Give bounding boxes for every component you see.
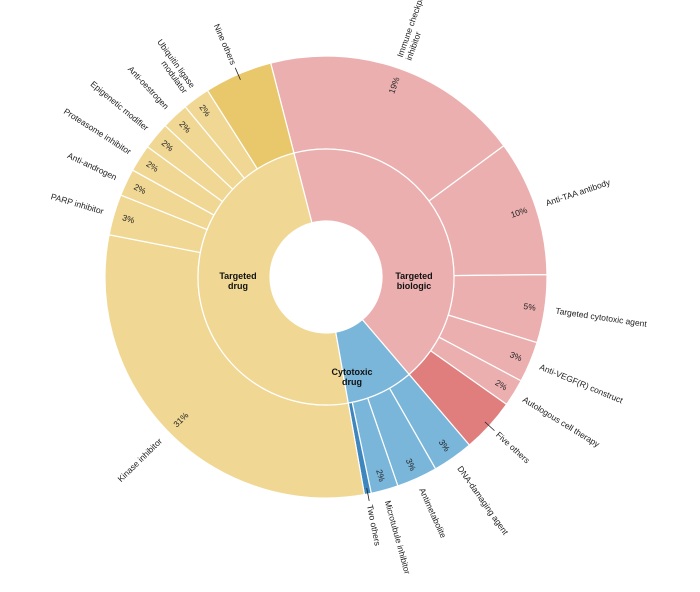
label-microtubule-inhibitor: Microtubule inhibitor xyxy=(383,499,413,575)
pct-anti-vegf-r-construct: 3% xyxy=(508,349,524,363)
category-label-targeted-drug: Targeted drug xyxy=(219,271,256,291)
category-cytotoxic-drug xyxy=(335,318,410,404)
leader-lines xyxy=(234,67,495,501)
pct-antimetabolite: 3% xyxy=(404,457,418,473)
inner-ring xyxy=(197,148,455,406)
label-antimetabolite: Antimetabolite xyxy=(417,486,448,539)
leader-two-others xyxy=(366,488,370,501)
label-anti-vegf-r-construct: Anti-VEGF(R) construct xyxy=(538,362,625,406)
category-targeted-drug xyxy=(197,152,349,406)
leader-five-others xyxy=(484,421,495,431)
pct-parp-inhibitor: 3% xyxy=(121,212,136,225)
label-dna-damaging-agent: DNA-damaging agent xyxy=(455,464,511,537)
label-anti-androgen: Anti-androgen xyxy=(66,150,119,182)
label-immune-checkpoint-inhibitor: Immune checkpointinhibitor xyxy=(395,0,438,62)
label-two-others: Two others xyxy=(365,504,383,547)
label-parp-inhibitor: PARP inhibitor xyxy=(50,191,105,216)
label-five-others: Five others xyxy=(494,430,532,466)
leader-nine-others xyxy=(234,67,241,80)
category-targeted-biologic xyxy=(293,148,455,376)
pct-microtubule-inhibitor: 2% xyxy=(374,468,387,483)
category-label-targeted-biologic: Targeted biologic xyxy=(395,271,432,291)
center-hole xyxy=(270,221,382,333)
category-label-cytotoxic-drug: Cytotoxic drug xyxy=(331,367,372,387)
label-autologous-cell-therapy: Autologous cell therapy xyxy=(521,394,602,449)
pct-anti-androgen: 2% xyxy=(132,182,148,196)
pct-targeted-cytotoxic-agent: 5% xyxy=(523,301,537,313)
category-labels: Targeted drug Targeted biologic Cytotoxic dru… xyxy=(219,271,432,387)
label-targeted-cytotoxic-agent: Targeted cytotoxic agent xyxy=(555,306,648,329)
label-anti-taa-antibody: Anti-TAA antibody xyxy=(544,177,612,208)
label-kinase-inhibitor: Kinase inhibitor xyxy=(116,436,165,484)
label-nine-others: Nine others xyxy=(212,22,238,66)
